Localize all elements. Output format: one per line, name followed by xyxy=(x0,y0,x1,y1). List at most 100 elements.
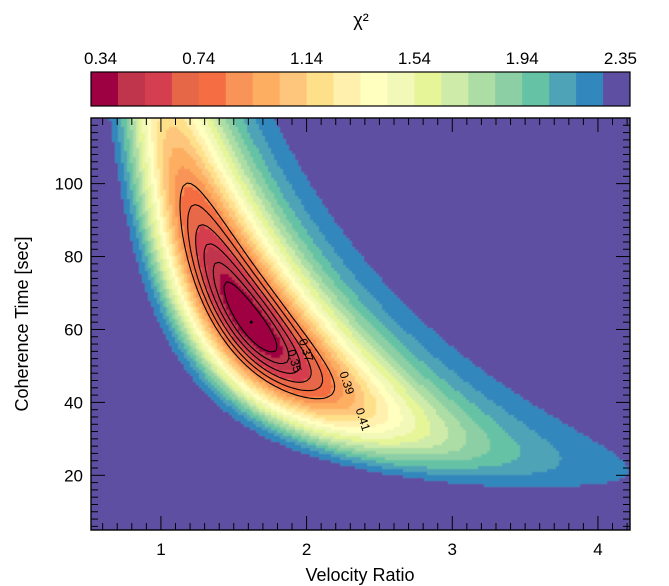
heatmap-cell xyxy=(409,196,413,200)
heatmap-cell xyxy=(139,181,143,185)
heatmap-cell xyxy=(451,187,455,191)
heatmap-cell xyxy=(169,184,173,188)
heatmap-cell xyxy=(304,196,308,200)
heatmap-cell xyxy=(367,148,371,152)
heatmap-cell xyxy=(319,163,323,167)
heatmap-cell xyxy=(562,169,566,173)
heatmap-cell xyxy=(259,169,263,173)
heatmap-cell xyxy=(292,160,296,164)
heatmap-cell xyxy=(532,169,536,173)
heatmap-cell xyxy=(304,121,308,125)
heatmap-cell xyxy=(424,178,428,182)
heatmap-cell xyxy=(274,187,278,191)
heatmap-cell xyxy=(622,172,626,176)
heatmap-cell xyxy=(448,175,452,179)
heatmap-cell xyxy=(283,121,287,125)
heatmap-cell xyxy=(181,139,185,143)
heatmap-cell xyxy=(496,187,500,191)
heatmap-cell xyxy=(478,133,482,137)
heatmap-cell xyxy=(547,187,551,191)
heatmap-cell xyxy=(169,154,173,158)
heatmap-cell xyxy=(130,181,134,185)
heatmap-cell xyxy=(292,130,296,134)
heatmap-cell xyxy=(427,139,431,143)
heatmap-cell xyxy=(490,133,494,137)
heatmap-cell xyxy=(403,184,407,188)
heatmap-cell xyxy=(526,187,530,191)
heatmap-cell xyxy=(193,136,197,140)
heatmap-cell xyxy=(571,187,575,191)
heatmap-cell xyxy=(130,145,134,149)
heatmap-cell xyxy=(160,166,164,170)
heatmap-cell xyxy=(454,157,458,161)
heatmap-cell xyxy=(571,124,575,128)
heatmap-cell xyxy=(592,163,596,167)
heatmap-cell xyxy=(400,196,404,200)
heatmap-cell xyxy=(535,124,539,128)
heatmap-cell xyxy=(97,154,101,158)
heatmap-cell xyxy=(187,172,191,176)
heatmap-cell xyxy=(205,154,209,158)
heatmap-cell xyxy=(376,184,380,188)
heatmap-cell xyxy=(568,148,572,152)
heatmap-cell xyxy=(280,175,284,179)
heatmap-cell xyxy=(535,148,539,152)
heatmap-cell xyxy=(211,199,215,203)
heatmap-cell xyxy=(370,139,374,143)
heatmap-cell xyxy=(229,172,233,176)
heatmap-cell xyxy=(484,118,488,122)
heatmap-cell xyxy=(496,151,500,155)
heatmap-cell xyxy=(322,157,326,161)
heatmap-cell xyxy=(604,139,608,143)
heatmap-cell xyxy=(595,127,599,131)
heatmap-cell xyxy=(502,130,506,134)
heatmap-cell xyxy=(502,163,506,167)
heatmap-cell xyxy=(571,181,575,185)
heatmap-cell xyxy=(580,178,584,182)
heatmap-cell xyxy=(496,178,500,182)
heatmap-cell xyxy=(211,151,215,155)
heatmap-cell xyxy=(472,154,476,158)
heatmap-cell xyxy=(217,196,221,200)
heatmap-cell xyxy=(94,118,98,122)
heatmap-cell xyxy=(205,175,209,179)
heatmap-cell xyxy=(556,142,560,146)
heatmap-cell xyxy=(601,148,605,152)
heatmap-cell xyxy=(421,130,425,134)
heatmap-cell xyxy=(448,127,452,131)
heatmap-cell xyxy=(349,175,353,179)
heatmap-cell xyxy=(406,181,410,185)
heatmap-cell xyxy=(352,190,356,194)
heatmap-cell xyxy=(208,160,212,164)
heatmap-cell xyxy=(211,118,215,122)
heatmap-cell xyxy=(208,124,212,128)
heatmap-cell xyxy=(424,163,428,167)
heatmap-cell xyxy=(358,160,362,164)
colorbar-segment xyxy=(603,72,631,106)
heatmap-cell xyxy=(196,184,200,188)
heatmap-cell xyxy=(433,118,437,122)
heatmap-cell xyxy=(322,187,326,191)
heatmap-cell xyxy=(91,166,95,170)
heatmap-cell xyxy=(454,130,458,134)
heatmap-cell xyxy=(193,154,197,158)
heatmap-cell xyxy=(394,175,398,179)
heatmap-cell xyxy=(406,157,410,161)
heatmap-cell xyxy=(580,172,584,176)
heatmap-cell xyxy=(235,175,239,179)
heatmap-cell xyxy=(184,163,188,167)
heatmap-cell xyxy=(475,127,479,131)
heatmap-cell xyxy=(262,148,266,152)
heatmap-cell xyxy=(460,139,464,143)
heatmap-cell xyxy=(502,160,506,164)
heatmap-cell xyxy=(184,184,188,188)
heatmap-cell xyxy=(604,142,608,146)
heatmap-cell xyxy=(163,187,167,191)
heatmap-cell xyxy=(337,121,341,125)
heatmap-cell xyxy=(133,142,137,146)
heatmap-cell xyxy=(406,139,410,143)
heatmap-cell xyxy=(442,148,446,152)
heatmap-cell xyxy=(433,190,437,194)
heatmap-cell xyxy=(169,190,173,194)
heatmap-cell xyxy=(361,163,365,167)
